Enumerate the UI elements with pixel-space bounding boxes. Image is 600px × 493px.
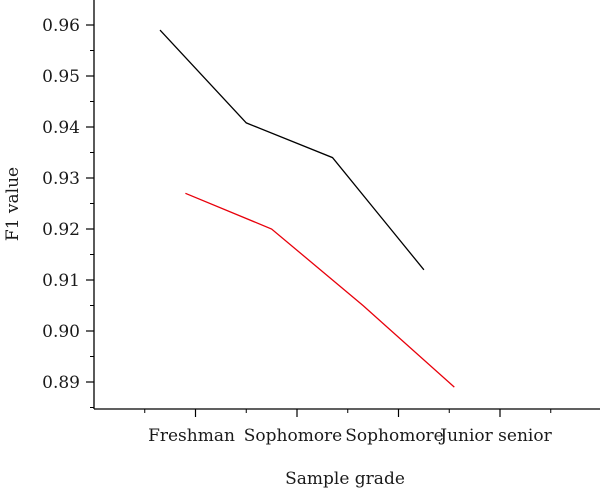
series-line-1 — [159, 29, 425, 271]
y-tick-label: 0.93 — [42, 169, 80, 189]
series-line-2 — [185, 192, 455, 388]
y-tick-label: 0.92 — [42, 220, 80, 240]
y-tick-label: 0.91 — [42, 271, 80, 291]
y-axis-title: F1 value — [3, 167, 23, 241]
x-tick-label: Junior senior — [438, 426, 552, 446]
series-layer — [159, 29, 455, 388]
x-tick-label: Sophomore — [244, 426, 343, 446]
y-tick-label: 0.94 — [42, 118, 80, 138]
y-tick-label: 0.96 — [42, 16, 80, 36]
x-tick-label: Freshman — [148, 426, 235, 446]
y-ticks: 0.89 0.90 0.91 0.92 0.93 0.94 0.95 0.96 — [42, 16, 94, 408]
x-tick-label: Sophomore — [345, 426, 444, 446]
y-axis: 0.89 0.90 0.91 0.92 0.93 0.94 0.95 0.96 — [42, 0, 95, 409]
x-axis-title: Sample grade — [285, 469, 405, 489]
y-tick-label: 0.89 — [42, 373, 80, 393]
y-tick-label: 0.90 — [42, 322, 80, 342]
y-tick-label: 0.95 — [42, 67, 80, 87]
